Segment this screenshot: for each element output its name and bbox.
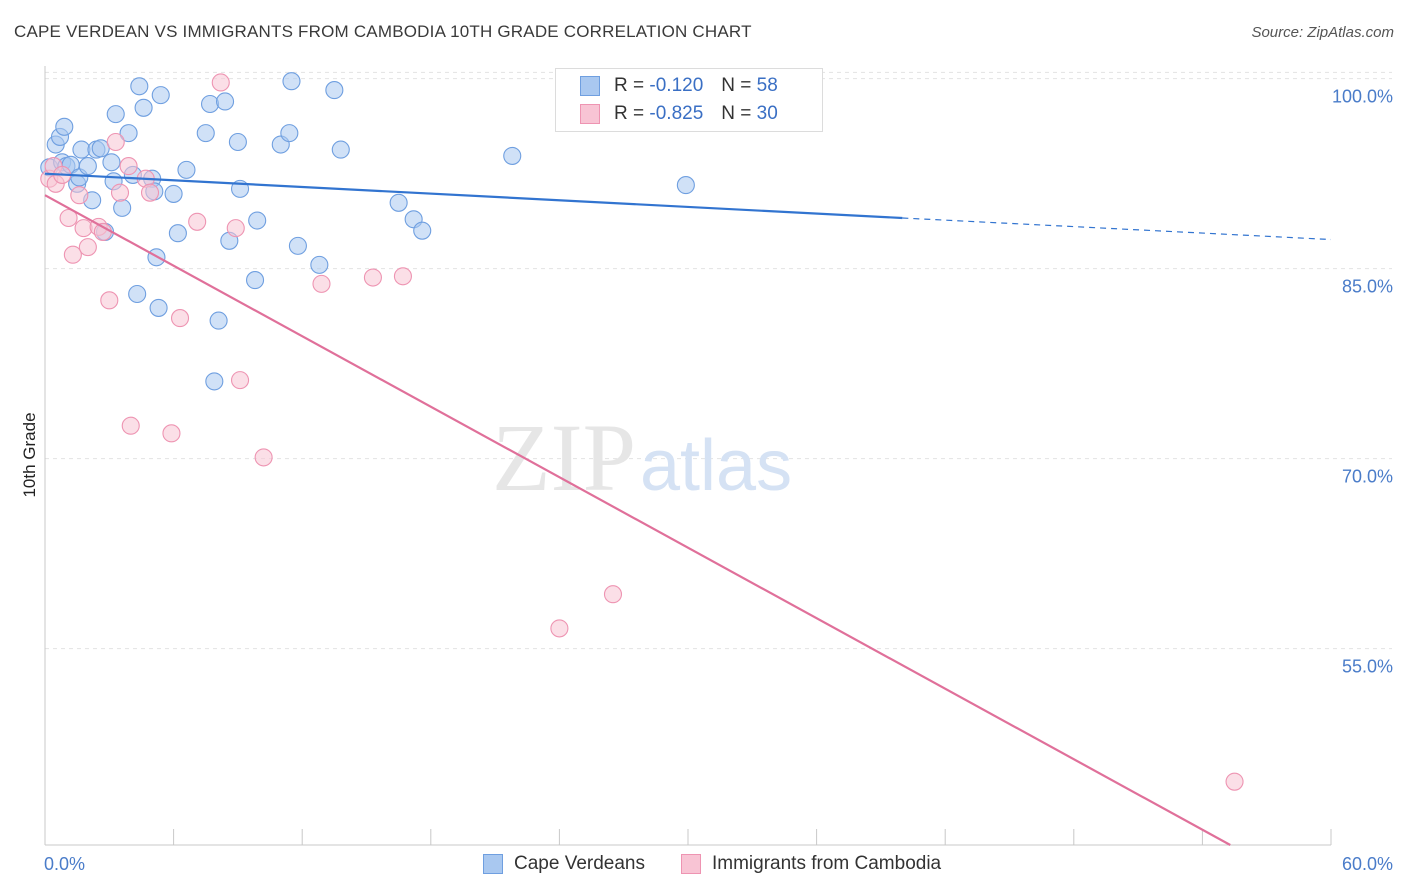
x-tick-label: 60.0% bbox=[1342, 854, 1393, 874]
point-cape-verdeans bbox=[209, 311, 228, 330]
point-cambodia bbox=[550, 619, 569, 638]
legend-n-label: N = bbox=[721, 75, 752, 96]
point-cape-verdeans bbox=[413, 221, 432, 240]
bottom-legend-label: Immigrants from Cambodia bbox=[712, 853, 942, 874]
point-cambodia bbox=[226, 219, 245, 238]
point-cape-verdeans bbox=[113, 198, 132, 217]
bottom-legend-swatch-blue bbox=[483, 854, 503, 874]
point-cambodia bbox=[74, 219, 93, 238]
point-cape-verdeans bbox=[325, 81, 344, 100]
point-cape-verdeans bbox=[280, 124, 299, 143]
stats-legend: R = -0.120 N = 58 R = -0.825 N = 30 bbox=[555, 68, 823, 132]
source-label: Source: ZipAtlas.com bbox=[1251, 24, 1394, 41]
point-cape-verdeans bbox=[78, 157, 97, 176]
point-cape-verdeans bbox=[288, 236, 307, 255]
tick-labels: 55.0% 70.0% 85.0% 100.0% 0.0% 60.0% bbox=[44, 87, 1393, 874]
point-cambodia bbox=[170, 309, 190, 328]
legend-n-label: N = bbox=[721, 103, 752, 124]
chart-title: CAPE VERDEAN VS IMMIGRANTS FROM CAMBODIA… bbox=[14, 22, 752, 41]
point-cape-verdeans bbox=[55, 117, 74, 136]
point-cambodia bbox=[78, 238, 97, 257]
point-cape-verdeans bbox=[245, 271, 265, 290]
point-cape-verdeans bbox=[91, 139, 110, 158]
point-cambodia bbox=[121, 416, 140, 435]
point-cape-verdeans bbox=[389, 193, 408, 212]
legend-r-label: R = bbox=[614, 103, 645, 124]
point-cambodia bbox=[211, 73, 230, 92]
point-cape-verdeans bbox=[149, 298, 168, 317]
point-cape-verdeans bbox=[196, 124, 215, 143]
point-cambodia bbox=[312, 274, 331, 293]
watermark-zip: ZIP bbox=[492, 404, 636, 511]
point-cape-verdeans bbox=[200, 94, 220, 114]
y-tick-label: 70.0% bbox=[1342, 467, 1393, 487]
point-cambodia bbox=[70, 186, 89, 205]
trend-line-cape-verdeans bbox=[44, 172, 903, 220]
point-cambodia bbox=[119, 157, 138, 176]
legend-swatch-blue bbox=[580, 76, 600, 96]
legend-r-label: R = bbox=[614, 75, 645, 96]
point-cape-verdeans bbox=[134, 98, 153, 117]
point-cambodia bbox=[230, 371, 250, 390]
watermark: ZIP atlas bbox=[492, 404, 792, 511]
point-cambodia bbox=[603, 585, 623, 604]
point-cape-verdeans bbox=[503, 146, 522, 165]
point-cape-verdeans bbox=[205, 372, 224, 391]
bottom-legend-cape-verdeans: Cape Verdeans bbox=[483, 851, 645, 877]
data-points bbox=[40, 72, 1244, 791]
point-cape-verdeans bbox=[119, 124, 138, 143]
point-cape-verdeans bbox=[331, 140, 350, 159]
point-cape-verdeans bbox=[151, 86, 170, 105]
bottom-legend-label: Cape Verdeans bbox=[514, 853, 645, 874]
trend-line-cambodia bbox=[44, 194, 1231, 846]
trend-lines bbox=[44, 172, 1332, 846]
point-cambodia bbox=[1225, 772, 1244, 791]
point-cambodia bbox=[59, 208, 78, 228]
point-cape-verdeans bbox=[248, 211, 267, 230]
point-cambodia bbox=[363, 268, 382, 287]
point-cape-verdeans bbox=[168, 224, 187, 243]
point-cape-verdeans bbox=[72, 140, 91, 159]
point-cape-verdeans bbox=[130, 77, 149, 96]
bottom-legend-swatch-pink bbox=[681, 854, 701, 874]
legend-swatch-pink bbox=[580, 104, 600, 124]
point-cape-verdeans bbox=[102, 153, 121, 172]
trend-line-cape-verdeans-extension bbox=[902, 217, 1332, 241]
point-cambodia bbox=[393, 267, 412, 286]
y-axis-label: 10th Grade bbox=[20, 412, 39, 497]
point-cape-verdeans bbox=[215, 92, 235, 111]
legend-n-value: 30 bbox=[756, 103, 778, 124]
legend-r-value: -0.825 bbox=[649, 103, 704, 124]
point-cape-verdeans bbox=[282, 72, 301, 91]
legend-row-cambodia: R = -0.825 N = 30 bbox=[580, 101, 778, 127]
point-cape-verdeans bbox=[164, 184, 183, 203]
point-cape-verdeans bbox=[177, 160, 196, 179]
y-tick-label: 55.0% bbox=[1342, 657, 1393, 677]
point-cambodia bbox=[106, 132, 125, 152]
point-cambodia bbox=[63, 245, 82, 264]
x-tick-label: 0.0% bbox=[44, 854, 85, 874]
point-cape-verdeans bbox=[676, 176, 695, 195]
legend-n-value: 58 bbox=[756, 75, 778, 96]
point-cape-verdeans bbox=[106, 105, 125, 124]
bottom-legend-cambodia: Immigrants from Cambodia bbox=[681, 851, 941, 877]
legend-row-cape-verdeans: R = -0.120 N = 58 bbox=[580, 73, 778, 99]
point-cambodia bbox=[140, 183, 160, 202]
legend-r-value: -0.120 bbox=[649, 75, 704, 96]
point-cambodia bbox=[110, 183, 130, 202]
point-cape-verdeans bbox=[128, 284, 147, 304]
grid-lines bbox=[45, 71, 1392, 650]
y-tick-label: 85.0% bbox=[1342, 277, 1393, 297]
point-cambodia bbox=[162, 424, 181, 443]
y-tick-label: 100.0% bbox=[1332, 87, 1393, 107]
point-cambodia bbox=[188, 212, 207, 231]
point-cape-verdeans bbox=[310, 255, 329, 274]
point-cambodia bbox=[254, 448, 273, 467]
watermark-atlas: atlas bbox=[640, 426, 792, 506]
point-cape-verdeans bbox=[228, 132, 247, 152]
point-cambodia bbox=[100, 291, 119, 310]
